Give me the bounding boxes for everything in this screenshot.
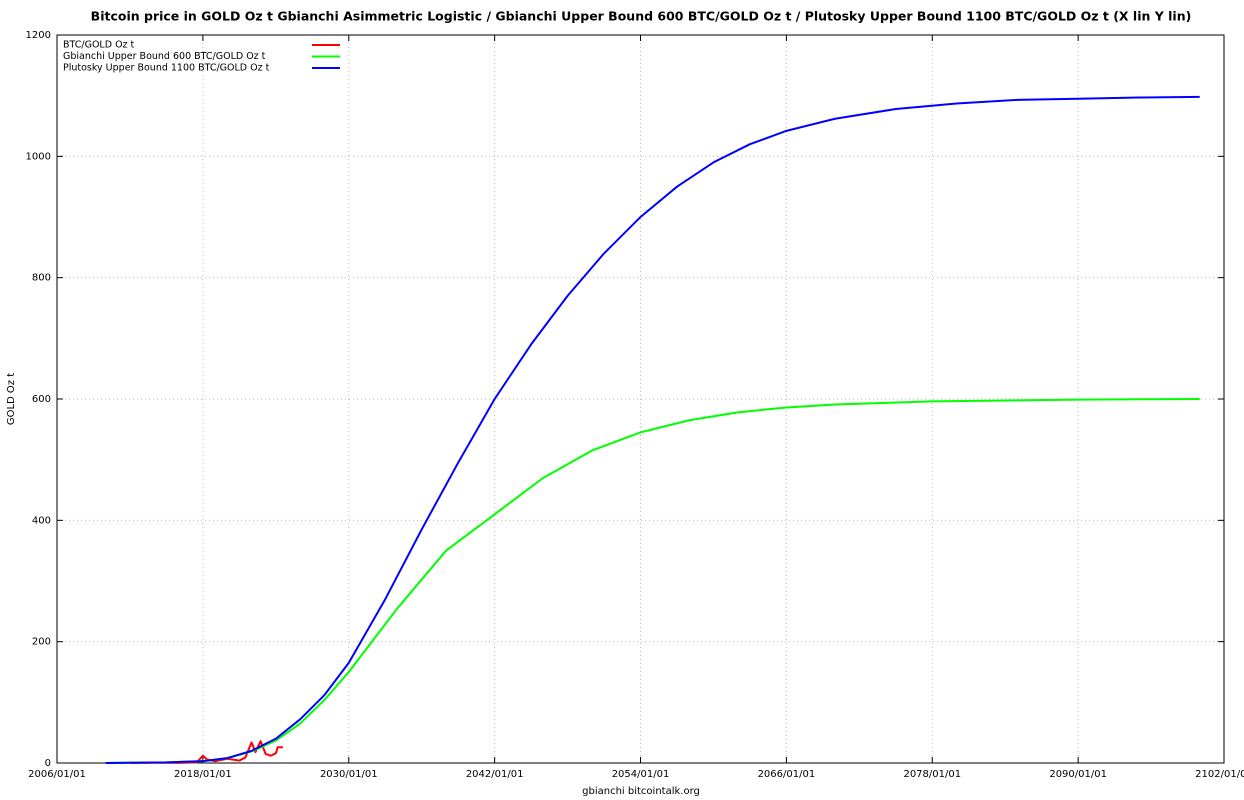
y-tick-label: 800 — [32, 273, 51, 284]
series-line — [105, 398, 1200, 764]
chart-title: Bitcoin price in GOLD Oz t Gbianchi Asim… — [91, 9, 1192, 24]
y-tick-label: 1000 — [26, 151, 51, 162]
x-axis-label: gbianchi bitcointalk.org — [582, 786, 700, 797]
x-tick-label: 2006/01/01 — [28, 769, 86, 780]
x-tick-label: 2042/01/01 — [466, 769, 524, 780]
y-tick-label: 0 — [45, 758, 51, 769]
y-tick-label: 200 — [32, 637, 51, 648]
y-tick-label: 600 — [32, 394, 51, 405]
legend-label: Gbianchi Upper Bound 600 BTC/GOLD Oz t — [63, 51, 266, 62]
x-tick-label: 2090/01/01 — [1049, 769, 1107, 780]
x-tick-label: 2078/01/01 — [903, 769, 961, 780]
x-tick-label: 2030/01/01 — [320, 769, 378, 780]
series-line — [129, 740, 283, 764]
legend-label: Plutosky Upper Bound 1100 BTC/GOLD Oz t — [63, 63, 270, 74]
y-tick-label: 400 — [32, 515, 51, 526]
legend-label: BTC/GOLD Oz t — [63, 40, 135, 51]
x-tick-label: 2018/01/01 — [174, 769, 232, 780]
x-tick-label: 2102/01/01 — [1195, 769, 1244, 780]
y-axis-label: GOLD Oz t — [6, 373, 17, 425]
x-tick-label: 2066/01/01 — [758, 769, 816, 780]
series-line — [105, 95, 1200, 764]
y-tick-label: 1200 — [26, 30, 51, 41]
x-tick-label: 2054/01/01 — [612, 769, 670, 780]
